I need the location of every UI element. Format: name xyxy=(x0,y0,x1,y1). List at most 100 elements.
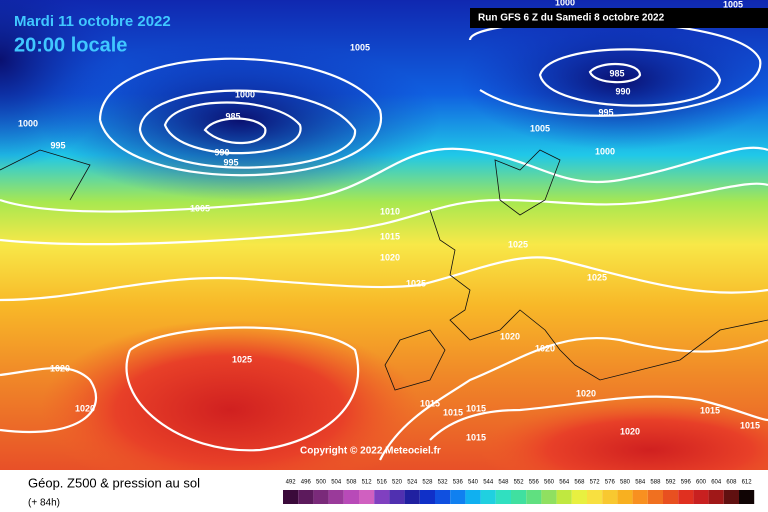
scale-swatch xyxy=(739,490,755,504)
run-banner xyxy=(470,8,768,28)
scale-swatch xyxy=(571,490,587,504)
isobar-label: 995 xyxy=(223,157,238,167)
scale-label: 576 xyxy=(605,480,616,486)
scale-label: 552 xyxy=(514,480,525,486)
scale-swatch xyxy=(647,490,663,504)
scale-swatch xyxy=(632,490,648,504)
scale-label: 600 xyxy=(696,480,707,486)
isobar-label: 1000 xyxy=(595,146,615,156)
scale-swatch xyxy=(374,490,390,504)
scale-label: 516 xyxy=(377,480,388,486)
scale-label: 556 xyxy=(529,480,540,486)
scale-swatch xyxy=(587,490,603,504)
map-background xyxy=(0,0,768,500)
scale-swatch xyxy=(723,490,739,504)
scale-swatch xyxy=(602,490,618,504)
isobar-label: 1015 xyxy=(443,407,463,417)
isobar-label: 1005 xyxy=(190,203,210,213)
scale-swatch xyxy=(708,490,724,504)
scale-label: 544 xyxy=(483,480,494,486)
isobar-label: 1005 xyxy=(350,42,370,52)
scale-swatch xyxy=(404,490,420,504)
forecast-time: 20:00 locale xyxy=(14,34,127,56)
coastlines xyxy=(0,149,768,391)
isobar-label: 1015 xyxy=(420,398,440,408)
scale-swatch xyxy=(480,490,496,504)
scale-swatch xyxy=(495,490,511,504)
scale-label: 512 xyxy=(362,480,373,486)
scale-label: 508 xyxy=(346,480,357,486)
isobar-label: 985 xyxy=(609,68,624,78)
scale-label: 520 xyxy=(392,480,403,486)
scale-label: 560 xyxy=(544,480,555,486)
scale-label: 592 xyxy=(666,480,677,486)
scale-swatch xyxy=(419,490,435,504)
run-info: Run GFS 6 Z du Samedi 8 octobre 2022 xyxy=(478,13,665,24)
forecast-date: Mardi 11 octobre 2022 xyxy=(14,13,171,30)
scale-label: 532 xyxy=(438,480,449,486)
isobar-label: 1005 xyxy=(530,123,550,133)
scale-label: 572 xyxy=(590,480,601,486)
scale-swatch xyxy=(663,490,679,504)
scale-swatch xyxy=(298,490,314,504)
scale-label: 492 xyxy=(286,480,297,486)
isobar-label: 1010 xyxy=(380,206,400,216)
scale-swatch xyxy=(511,490,527,504)
isobar-label: 1015 xyxy=(466,403,486,413)
isobar-label: 1015 xyxy=(380,231,400,241)
isobar-label: 1025 xyxy=(406,278,426,288)
scale-swatch xyxy=(465,490,481,504)
scale-label: 584 xyxy=(635,480,646,486)
isobar-label: 990 xyxy=(214,147,229,157)
isobar-labels: 1005100098599099510009951005985990995100… xyxy=(18,0,760,442)
isobar-label: 1020 xyxy=(500,331,520,341)
isobar-label: 1015 xyxy=(466,432,486,442)
isobar-label: 995 xyxy=(50,140,65,150)
isobar-label: 1020 xyxy=(576,388,596,398)
scale-label: 580 xyxy=(620,480,631,486)
scale-swatch xyxy=(526,490,542,504)
scale-label: 604 xyxy=(711,480,722,486)
isobar-label: 995 xyxy=(598,107,613,117)
scale-swatch xyxy=(283,490,299,504)
isobar-label: 1005 xyxy=(723,0,743,9)
scale-label: 536 xyxy=(453,480,464,486)
footer-lead: (+ 84h) xyxy=(28,498,60,509)
isobar-label: 1015 xyxy=(700,405,720,415)
scale-label: 564 xyxy=(559,480,570,486)
scale-label: 548 xyxy=(498,480,509,486)
scale-swatch xyxy=(359,490,375,504)
scale-swatch xyxy=(693,490,709,504)
isobar-label: 1000 xyxy=(235,89,255,99)
scale-label: 540 xyxy=(468,480,479,486)
isobar-lines xyxy=(0,20,768,461)
scale-label: 612 xyxy=(742,480,753,486)
scale-label: 496 xyxy=(301,480,312,486)
scale-swatch xyxy=(343,490,359,504)
color-scale: 492 496 500 504 508 512 516 520 524 528 532 536 540 5… xyxy=(283,480,755,504)
isobar-label: 1000 xyxy=(18,118,38,128)
scale-swatch xyxy=(678,490,694,504)
scale-label: 504 xyxy=(331,480,342,486)
isobar-label: 990 xyxy=(615,86,630,96)
isobar-label: 1020 xyxy=(75,403,95,413)
scale-label: 524 xyxy=(407,480,418,486)
scale-swatch xyxy=(389,490,405,504)
isobar-label: 1020 xyxy=(620,426,640,436)
scale-swatch xyxy=(541,490,557,504)
scale-label: 568 xyxy=(574,480,585,486)
isobar-label: 1000 xyxy=(555,0,575,7)
scale-label: 596 xyxy=(681,480,692,486)
scale-label: 500 xyxy=(316,480,327,486)
scale-swatch xyxy=(313,490,329,504)
isobar-label: 1020 xyxy=(380,252,400,262)
scale-label: 528 xyxy=(422,480,433,486)
scale-label: 588 xyxy=(650,480,661,486)
scale-swatch xyxy=(617,490,633,504)
copyright: Copyright © 2022 Meteociel.fr xyxy=(300,446,441,457)
footer-title: Géop. Z500 & pression au sol xyxy=(28,475,200,490)
scale-swatch xyxy=(328,490,344,504)
isobar-label: 985 xyxy=(225,111,240,121)
isobar-label: 1020 xyxy=(535,343,555,353)
